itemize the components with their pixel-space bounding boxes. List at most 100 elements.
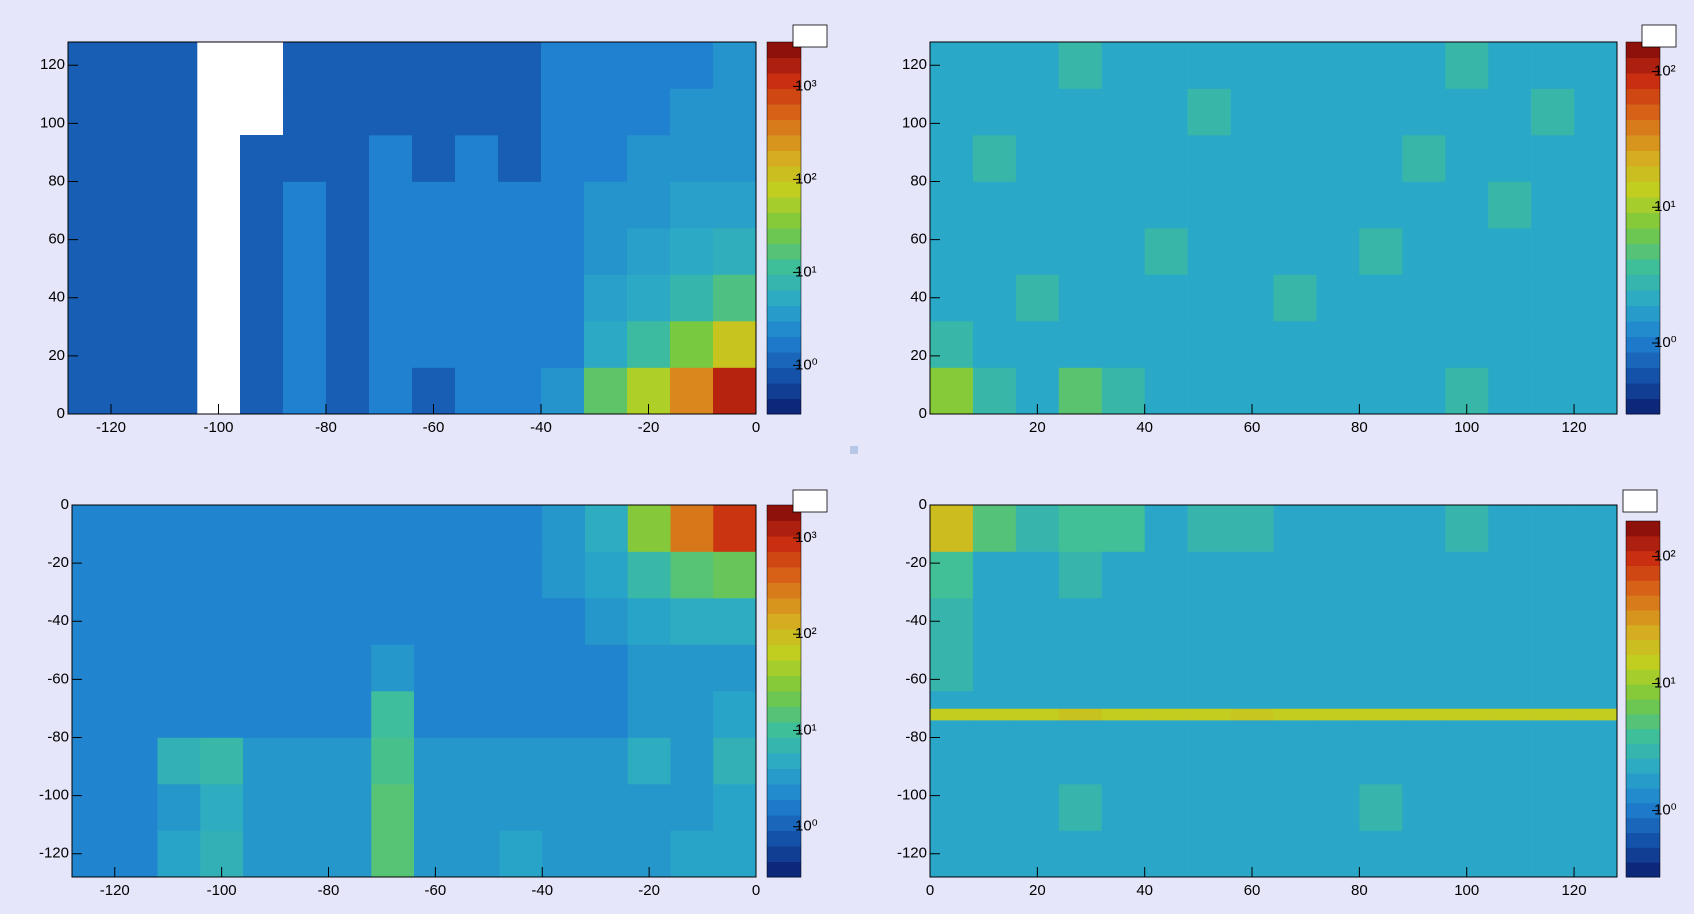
cell: [1273, 321, 1317, 368]
cell: [371, 644, 415, 692]
cell: [627, 691, 671, 738]
cell: [713, 691, 757, 738]
cell: [713, 228, 757, 275]
cell: [1488, 708, 1532, 721]
cell: [627, 321, 671, 368]
cell: [1058, 505, 1103, 552]
x-tick-label: 20: [1029, 419, 1046, 436]
cell: [713, 551, 757, 599]
y-tick-label: 0: [919, 405, 927, 422]
cell: [1574, 830, 1618, 878]
colorbar-band: [1626, 802, 1660, 819]
cell: [627, 737, 671, 785]
cell: [157, 737, 201, 785]
colorbar-band: [1626, 699, 1660, 715]
cell: [1144, 42, 1188, 89]
cell: [1144, 505, 1188, 552]
cell: [1445, 88, 1489, 136]
cell: [1058, 830, 1103, 878]
cell: [1574, 228, 1618, 275]
cell: [154, 274, 198, 322]
cell: [455, 274, 499, 322]
colorbar-band: [1626, 773, 1660, 789]
cell: [200, 737, 244, 785]
colorbar-band: [1626, 580, 1660, 596]
colorbar-band: [1626, 728, 1660, 744]
colorbar-band: [1626, 212, 1660, 229]
cell: [670, 42, 714, 89]
z-tick-label: 10³: [795, 77, 817, 94]
cell: [1144, 784, 1188, 831]
cell: [1101, 42, 1145, 89]
cell: [627, 228, 671, 275]
cell: [285, 830, 329, 878]
colorbar-band: [767, 305, 801, 322]
cell: [670, 691, 714, 738]
y-tick-label: 20: [910, 347, 927, 364]
cell: [1230, 598, 1274, 645]
cell: [1531, 88, 1575, 136]
cell: [585, 691, 629, 738]
cell: [1015, 228, 1060, 275]
cell: [1316, 708, 1360, 721]
cell: [1230, 181, 1274, 229]
cell: [1445, 737, 1489, 785]
cell: [412, 42, 456, 89]
cell: [1316, 644, 1360, 692]
cell: [243, 598, 287, 645]
cell: [713, 367, 757, 415]
y-tick-label: 20: [48, 347, 65, 364]
x-tick-label: -100: [203, 419, 233, 436]
cell: [627, 784, 671, 831]
cell: [713, 505, 757, 552]
cell: [1531, 367, 1575, 415]
colorbar-band: [1626, 150, 1660, 167]
cell: [627, 505, 671, 552]
cell: [1488, 88, 1532, 136]
cell: [72, 691, 116, 738]
cell: [1359, 135, 1403, 182]
cell: [499, 737, 543, 785]
cell: [1402, 228, 1446, 275]
cell: [1058, 42, 1103, 89]
z-tick-label: 10¹: [1654, 198, 1676, 215]
cell: [283, 228, 327, 275]
cell: [713, 830, 757, 878]
cell: [1531, 321, 1575, 368]
cell: [414, 505, 458, 552]
z-tick-label: 10¹: [795, 263, 817, 280]
cell: [1359, 598, 1403, 645]
cell: [498, 135, 542, 182]
cell: [1402, 691, 1446, 709]
cell: [1187, 88, 1231, 136]
cell: [670, 88, 714, 136]
x-tick-label: -80: [315, 419, 337, 436]
cell: [326, 135, 370, 182]
cell: [1574, 88, 1618, 136]
x-tick-label: -120: [96, 419, 126, 436]
cell: [1531, 708, 1575, 721]
cell: [243, 551, 287, 599]
colorbar-band: [767, 753, 801, 769]
cell: [930, 228, 974, 275]
colorbar-band: [767, 321, 801, 337]
cell: [72, 551, 116, 599]
cell: [1101, 598, 1145, 645]
colorbar-frame: [766, 504, 802, 878]
cell: [412, 88, 456, 136]
cell: [1402, 551, 1446, 599]
cell: [1574, 181, 1618, 229]
cell: [713, 181, 757, 229]
cell: [584, 181, 628, 229]
cell: [154, 321, 198, 368]
cell: [1058, 181, 1103, 229]
cell: [1574, 135, 1618, 182]
cell: [1144, 228, 1188, 275]
cell: [455, 228, 499, 275]
cell: [584, 228, 628, 275]
cell: [371, 830, 415, 878]
cell: [972, 135, 1017, 182]
cell: [111, 367, 155, 415]
y-tick-label: -100: [39, 787, 69, 804]
